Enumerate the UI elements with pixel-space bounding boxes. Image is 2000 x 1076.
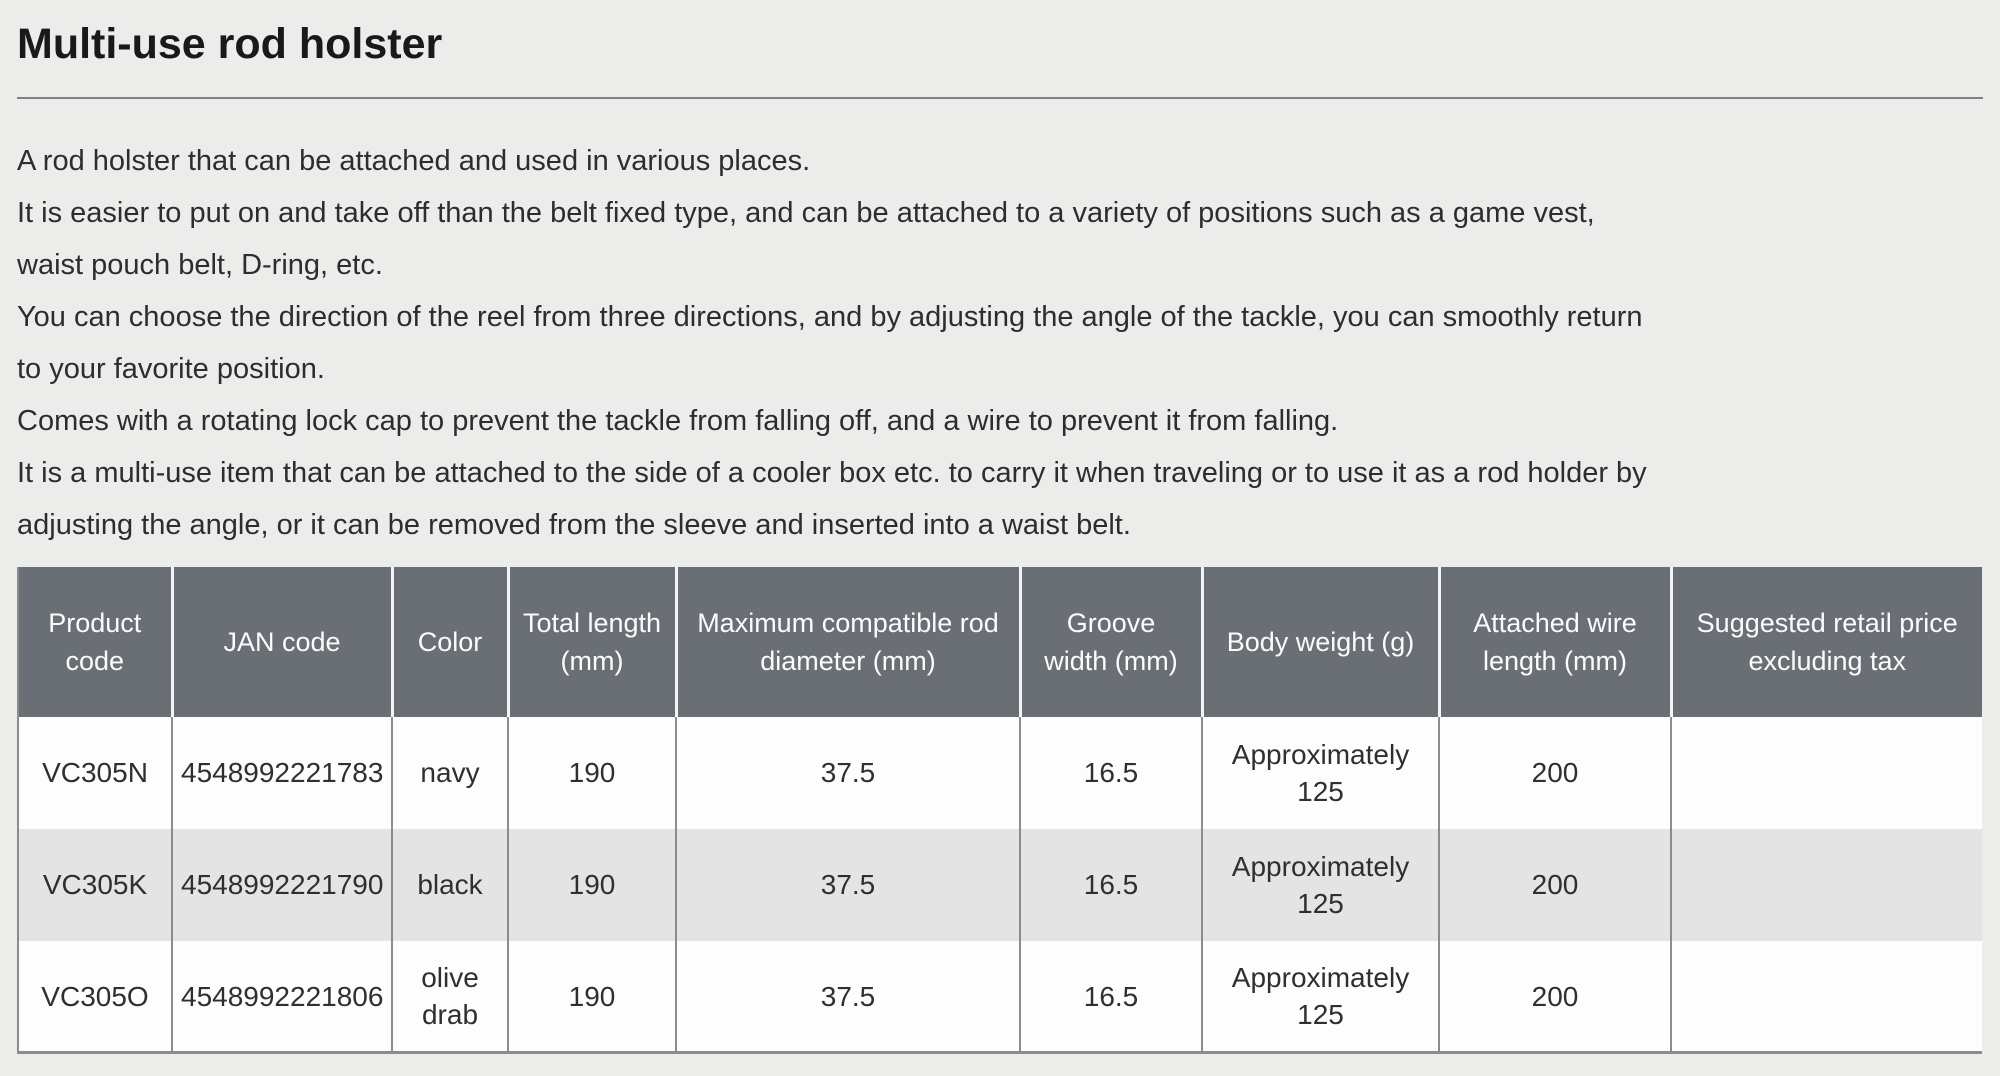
cell-total-length: 190 [508,828,677,941]
cell-jan-code: 4548992221790 [172,828,393,941]
description-line: adjusting the angle, or it can be remove… [17,508,1131,541]
column-header-groove-width: Groove width (mm) [1020,566,1204,717]
cell-retail-price [1671,940,1982,1053]
description-line: It is a multi-use item that can be attac… [17,456,1647,489]
cell-wire-length: 200 [1439,828,1672,941]
page-title: Multi-use rod holster [17,20,443,68]
column-header-jan-code: JAN code [172,566,394,717]
table-row: VC305O 4548992221806 olive drab 190 37.5… [18,940,1982,1053]
cell-retail-price [1671,828,1982,941]
column-header-max-rod-diameter: Maximum compatible rod diameter (mm) [676,566,1022,717]
cell-jan-code: 4548992221806 [172,940,393,1053]
column-header-color: Color [392,566,510,717]
cell-color: navy [392,716,509,829]
description-line: You can choose the direction of the reel… [17,300,1643,333]
spec-table: Product code JAN code Color Total length… [17,566,1982,1055]
cell-wire-length: 200 [1439,716,1672,829]
table-row: VC305N 4548992221783 navy 190 37.5 16.5 … [18,716,1982,829]
cell-product-code: VC305O [18,940,173,1053]
description-line: Comes with a rotating lock cap to preven… [17,404,1339,437]
description-line: to your favorite position. [17,352,325,385]
cell-total-length: 190 [508,940,677,1053]
table-row: VC305K 4548992221790 black 190 37.5 16.5… [18,828,1982,941]
cell-retail-price [1671,716,1982,829]
cell-groove-width: 16.5 [1020,828,1203,941]
description-line: waist pouch belt, D-ring, etc. [17,248,383,281]
column-header-total-length: Total length (mm) [508,566,678,717]
cell-product-code: VC305N [18,716,173,829]
column-header-retail-price: Suggested retail price excluding tax [1671,566,1982,717]
description-line: It is easier to put on and take off than… [17,196,1595,229]
page-content: Multi-use rod holster A rod holster that… [17,20,1983,1055]
table-header-row: Product code JAN code Color Total length… [18,566,1982,717]
cell-max-rod-diameter: 37.5 [676,940,1021,1053]
column-header-wire-length: Attached wire length (mm) [1439,566,1673,717]
cell-jan-code: 4548992221783 [172,716,393,829]
cell-body-weight: Approximately 125 [1202,716,1440,829]
cell-groove-width: 16.5 [1020,940,1203,1053]
cell-body-weight: Approximately 125 [1202,828,1440,941]
cell-groove-width: 16.5 [1020,716,1203,829]
title-divider [17,96,1983,99]
description-line: A rod holster that can be attached and u… [17,144,811,177]
cell-color: black [392,828,509,941]
cell-body-weight: Approximately 125 [1202,940,1440,1053]
cell-max-rod-diameter: 37.5 [676,716,1021,829]
column-header-body-weight: Body weight (g) [1202,566,1441,717]
cell-max-rod-diameter: 37.5 [676,828,1021,941]
cell-color: olive drab [392,940,509,1053]
column-header-product-code: Product code [18,566,174,717]
cell-product-code: VC305K [18,828,173,941]
product-description: A rod holster that can be attached and u… [17,135,1983,551]
cell-total-length: 190 [508,716,677,829]
cell-wire-length: 200 [1439,940,1672,1053]
